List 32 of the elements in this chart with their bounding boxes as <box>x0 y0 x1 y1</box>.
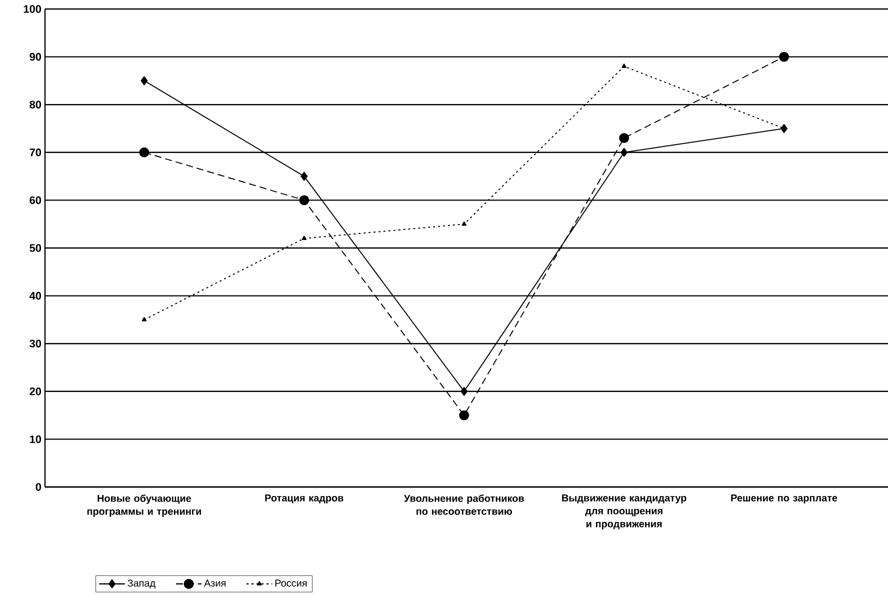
point <box>459 410 470 420</box>
y-tick-label: 90 <box>30 52 42 61</box>
legend-label: Запад <box>128 580 156 589</box>
x-tick-label: Увольнение работников по несоответствию <box>404 494 524 515</box>
x-tick-label: Выдвижение кандидатур для поощрения и продвижения <box>562 494 686 530</box>
x-tick-label: Ротация кадров <box>265 494 344 504</box>
y-tick-label: 10 <box>30 435 42 444</box>
point <box>299 195 310 206</box>
point <box>462 221 467 226</box>
point <box>300 172 308 181</box>
legend-label: Азия <box>204 580 226 587</box>
legend-label: Россия <box>275 580 307 587</box>
x-tick-label: Новые обучающие программы и тренинги <box>87 494 201 517</box>
y-tick-label: 60 <box>30 196 42 204</box>
y-tick-label: 70 <box>30 148 42 156</box>
point <box>139 147 150 158</box>
point <box>779 52 790 62</box>
x-tick-label: Решение по зарплате <box>731 494 838 504</box>
y-tick-label: 0 <box>36 483 42 491</box>
y-tick-label: 30 <box>30 340 42 348</box>
y-tick-label: 80 <box>30 100 42 108</box>
point <box>140 76 148 86</box>
y-tick-label: 40 <box>29 292 42 300</box>
point <box>302 236 307 240</box>
y-tick-label: 20 <box>30 388 42 396</box>
point <box>619 133 630 144</box>
y-tick-label: 50 <box>30 244 42 252</box>
point <box>142 317 147 322</box>
point <box>622 64 626 68</box>
y-tick-label: 100 <box>24 5 42 13</box>
point <box>620 148 628 157</box>
point <box>460 386 468 396</box>
